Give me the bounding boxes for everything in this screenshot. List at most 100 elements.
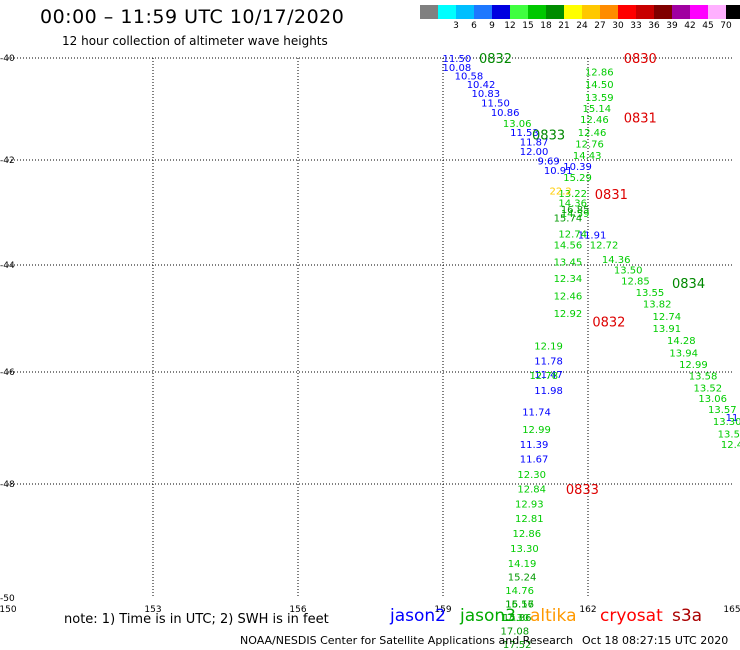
swh-value: 14.56 (554, 240, 583, 251)
satellite-jason2: jason2 (390, 606, 446, 626)
scale-label: 3 (453, 21, 459, 31)
scale-swatch (510, 5, 528, 19)
scale-label: 15 (522, 21, 534, 31)
swh-value: 14.59 (561, 209, 590, 220)
swh-value: 12.99 (522, 425, 551, 436)
swh-value: 17.52 (503, 640, 532, 650)
pass-time-label: 0833 (566, 483, 599, 498)
pass-time-label: 0834 (672, 277, 705, 292)
scale-label: 27 (594, 21, 606, 31)
swh-value: 12.34 (554, 274, 583, 285)
scale-label: 42 (684, 21, 696, 31)
lat-tick-label: -46 (0, 368, 15, 378)
swh-value: 10.83 (472, 89, 501, 100)
satellite-jason3: jason3 (460, 606, 516, 626)
swh-value: 13.82 (643, 300, 672, 311)
scale-swatch (708, 5, 726, 19)
swh-value: 13.52 (694, 383, 723, 394)
satellite-s3a: s3a (672, 606, 703, 626)
pass-time-label: 0832 (479, 52, 512, 67)
scale-swatch (564, 5, 582, 19)
swh-value: 11.47 (534, 370, 563, 381)
swh-value: 13.57 (708, 405, 737, 416)
swh-value: 12.74 (653, 312, 682, 323)
swh-value: 17.30 (500, 613, 529, 624)
swh-value: 12.86 (513, 529, 542, 540)
swh-value: 15.74 (554, 213, 583, 224)
swh-value: 12.4 (721, 440, 740, 451)
swh-value: 12.84 (517, 484, 546, 495)
pass-time-label: 0832 (592, 316, 625, 331)
scale-label: 39 (666, 21, 678, 31)
swh-value: 13.22 (558, 189, 587, 200)
scale-swatch (618, 5, 636, 19)
scale-label: 24 (576, 21, 588, 31)
swh-value: 13.45 (554, 258, 583, 269)
swh-value: 11.87 (520, 138, 549, 149)
page-subtitle: 12 hour collection of altimeter wave hei… (62, 34, 328, 48)
swh-value: 13.58 (689, 372, 718, 383)
scale-swatch (654, 5, 672, 19)
swh-value: 15.16 (505, 599, 534, 610)
swh-value: 16.85 (561, 205, 590, 216)
scale-swatch (672, 5, 690, 19)
chart-points: 11.5010.0810.5810.4210.8311.5010.8611.53… (443, 54, 740, 650)
swh-value: 14.36 (602, 255, 631, 266)
lon-tick-label: 153 (144, 605, 161, 615)
swh-value: 16.57 (505, 599, 534, 610)
swh-value: 12.74 (558, 230, 587, 241)
chart-grid (8, 57, 732, 598)
scale-swatch (492, 5, 510, 19)
swh-value: 12.86 (585, 68, 614, 79)
swh-value: 13.55 (636, 288, 665, 299)
swh-value: 13.30 (713, 417, 740, 428)
swh-value: 10.39 (563, 162, 592, 173)
pass-time-label: 0833 (532, 129, 565, 144)
scale-swatch (690, 5, 708, 19)
scale-swatch (528, 5, 546, 19)
swh-value: 12.46 (580, 115, 609, 126)
swh-value: 12.92 (554, 309, 583, 320)
swh-value: 12.81 (515, 514, 544, 525)
lon-tick-label: 159 (434, 605, 451, 615)
scale-label: 12 (504, 21, 516, 31)
swh-value: 14.43 (573, 151, 602, 162)
scale-swatch (636, 5, 654, 19)
swh-value: 12.85 (621, 276, 650, 287)
pass-time-label: 0831 (624, 111, 657, 126)
swh-value: 10.58 (455, 71, 484, 82)
swh-value: 13.50 (614, 266, 643, 277)
swh-value: 13.91 (653, 324, 682, 335)
swh-value: 22.2 (550, 186, 572, 197)
swh-value: 12.99 (679, 360, 708, 371)
swh-value: 17.08 (500, 626, 529, 637)
satellite-altika: altika (530, 606, 577, 626)
swh-value: 11.91 (578, 231, 607, 242)
swh-value: 12.46 (578, 128, 607, 139)
swh-value: 11.98 (534, 386, 563, 397)
lat-tick-label: -50 (0, 594, 15, 604)
page-title: 00:00 – 11:59 UTC 10/17/2020 (40, 6, 345, 28)
scale-swatch (582, 5, 600, 19)
swh-value: 14.36 (558, 199, 587, 210)
swh-value: 12.76 (575, 139, 604, 150)
scale-swatch (726, 5, 740, 19)
swh-value: 15.86 (503, 613, 532, 624)
swh-value: 12.19 (534, 341, 563, 352)
lat-tick-label: -40 (0, 54, 15, 64)
scale-label: 18 (540, 21, 552, 31)
scale-label: 30 (612, 21, 624, 31)
swh-value: 11 (726, 413, 739, 424)
scale-label: 70 (720, 21, 732, 31)
swh-value: 12.93 (515, 500, 544, 511)
swh-value: 12.30 (517, 470, 546, 481)
swh-value: 11.74 (522, 408, 551, 419)
scale-label: 33 (630, 21, 642, 31)
scale-label: 9 (489, 21, 495, 31)
pass-time-label: 0830 (624, 52, 657, 67)
swh-value: 11.78 (534, 356, 563, 367)
swh-value: 13.94 (669, 348, 698, 359)
scale-label: 21 (558, 21, 570, 31)
swh-value: 10.86 (491, 108, 520, 119)
